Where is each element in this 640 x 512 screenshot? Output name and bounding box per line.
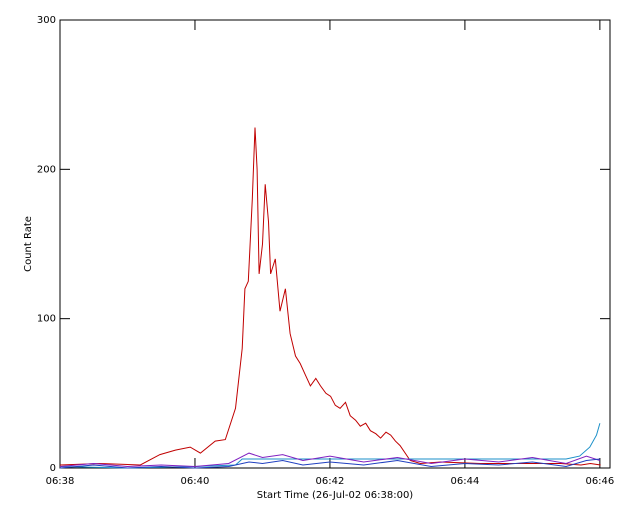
series-line [59, 452, 601, 468]
series-line [59, 458, 600, 469]
x-tick-label: 06:40 [181, 476, 210, 487]
y-tick-label: 200 [37, 164, 56, 175]
plot-frame [59, 19, 611, 469]
x-tick-label: 06:44 [450, 476, 479, 487]
x-tick-label: 06:38 [46, 476, 75, 487]
series-line [59, 423, 601, 469]
x-tick-label: 06:42 [316, 476, 345, 487]
y-tick-label: 100 [37, 314, 56, 325]
y-axis-label: Count Rate [23, 216, 34, 272]
x-axis-label: Start Time (26-Jul-02 06:38:00) [257, 490, 414, 501]
series-line [59, 127, 601, 466]
x-tick-label: 06:46 [585, 476, 614, 487]
y-tick-label: 0 [50, 463, 56, 474]
y-tick-label: 300 [37, 15, 56, 26]
